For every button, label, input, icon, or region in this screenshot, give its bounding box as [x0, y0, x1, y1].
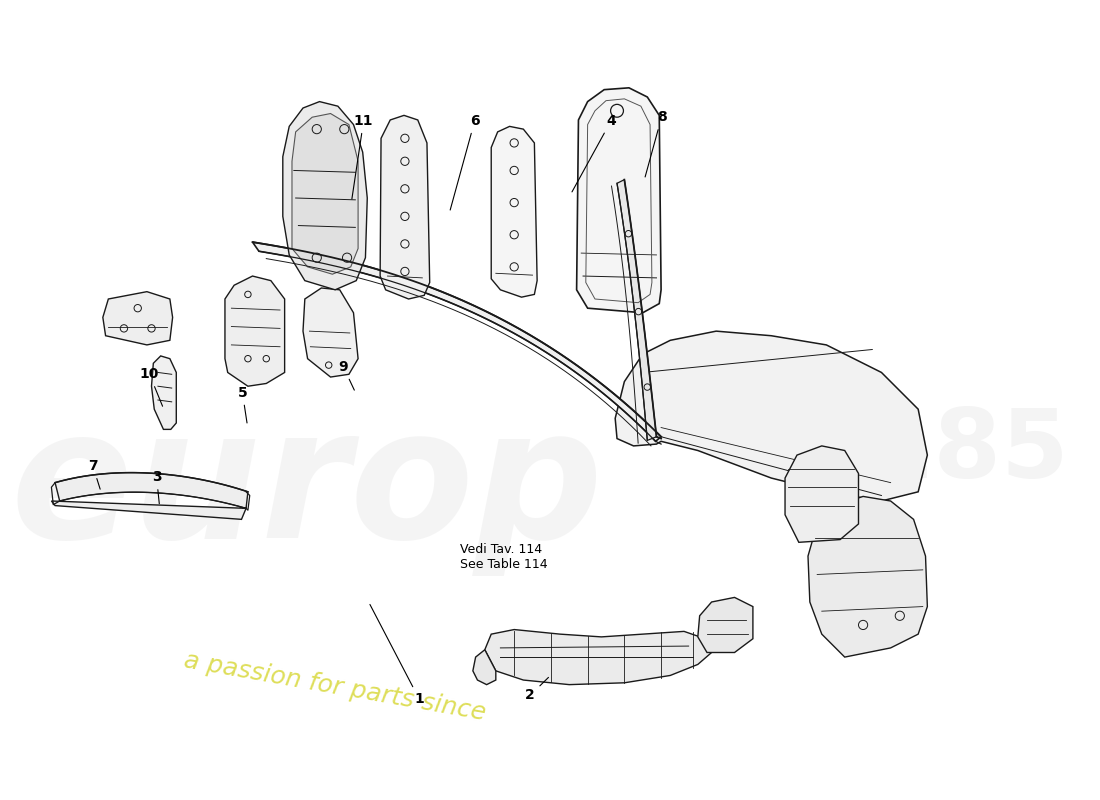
Text: 2: 2	[526, 678, 549, 702]
Polygon shape	[697, 598, 752, 653]
Text: 11: 11	[352, 114, 373, 199]
Text: 10: 10	[140, 367, 163, 406]
Text: 8: 8	[645, 110, 667, 177]
Text: Vedi Tav. 114
See Table 114: Vedi Tav. 114 See Table 114	[460, 543, 547, 571]
Polygon shape	[152, 356, 176, 430]
Polygon shape	[102, 292, 173, 345]
Polygon shape	[253, 242, 661, 442]
Text: 4: 4	[572, 114, 616, 192]
Polygon shape	[381, 115, 430, 299]
Text: 3: 3	[152, 470, 162, 504]
Polygon shape	[473, 650, 496, 685]
Polygon shape	[785, 446, 858, 542]
Polygon shape	[808, 497, 927, 657]
Text: 5: 5	[238, 386, 248, 423]
Polygon shape	[283, 102, 367, 290]
Polygon shape	[226, 276, 285, 386]
Text: 1: 1	[370, 605, 424, 706]
Text: 1185: 1185	[798, 405, 1068, 498]
Polygon shape	[292, 114, 359, 274]
Text: 7: 7	[88, 459, 100, 489]
Polygon shape	[485, 630, 712, 685]
Polygon shape	[302, 288, 359, 377]
Polygon shape	[615, 331, 927, 501]
Polygon shape	[576, 88, 661, 313]
Text: 6: 6	[450, 114, 480, 210]
Polygon shape	[52, 473, 248, 519]
Polygon shape	[492, 126, 537, 297]
Polygon shape	[617, 180, 657, 440]
Text: a passion for parts since: a passion for parts since	[182, 648, 487, 725]
Text: 9: 9	[339, 360, 354, 390]
Text: europ: europ	[10, 400, 603, 576]
